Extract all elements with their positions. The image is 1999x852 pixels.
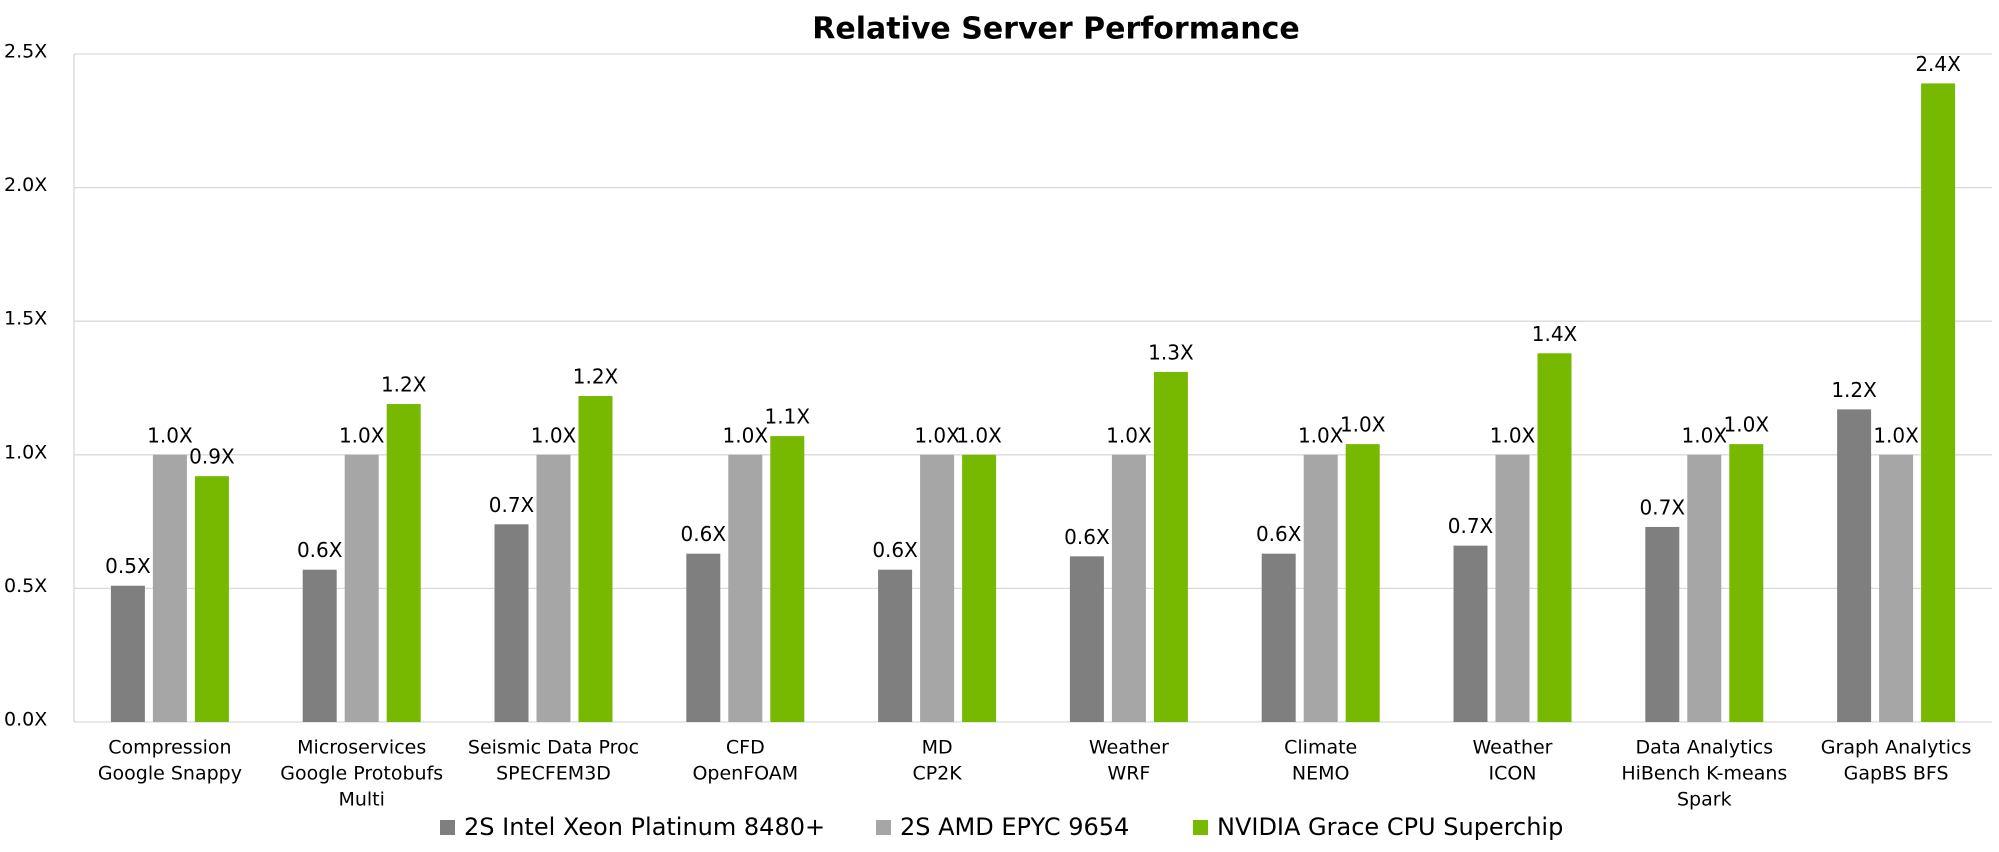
x-tick-label: SPECFEM3D bbox=[496, 763, 611, 785]
bar bbox=[962, 454, 997, 722]
value-label: 1.0X bbox=[1724, 413, 1770, 437]
x-tick-label: CFD bbox=[726, 737, 765, 759]
x-tick-label: WRF bbox=[1107, 763, 1150, 785]
x-tick-label: Data Analytics bbox=[1635, 737, 1773, 759]
bar bbox=[110, 585, 145, 722]
value-label: 1.0X bbox=[1298, 423, 1344, 447]
bar bbox=[1069, 556, 1104, 722]
value-label: 1.0X bbox=[1490, 423, 1536, 447]
legend-swatch bbox=[440, 820, 455, 835]
bar bbox=[1495, 454, 1530, 722]
y-tick-label: 2.5X bbox=[4, 41, 47, 63]
x-tick-label: Weather bbox=[1473, 737, 1553, 759]
bar bbox=[1537, 353, 1572, 722]
bar bbox=[1303, 454, 1338, 722]
bar bbox=[344, 454, 379, 722]
x-tick-label: Spark bbox=[1677, 789, 1732, 811]
value-label: 0.9X bbox=[189, 445, 235, 469]
value-label: 0.6X bbox=[297, 538, 343, 562]
value-label: 1.0X bbox=[1873, 423, 1919, 447]
legend-swatch bbox=[1193, 820, 1208, 835]
x-tick-label: Multi bbox=[338, 789, 384, 811]
value-label: 1.3X bbox=[1148, 340, 1194, 364]
value-label: 0.6X bbox=[1256, 522, 1302, 546]
x-tick-label: Google Protobufs bbox=[280, 763, 443, 785]
value-label: 1.0X bbox=[1106, 423, 1152, 447]
bar bbox=[920, 454, 955, 722]
bar bbox=[1345, 444, 1380, 722]
chart-title: Relative Server Performance bbox=[812, 12, 1299, 47]
value-label: 1.2X bbox=[381, 373, 427, 397]
bar bbox=[1645, 526, 1680, 722]
bar bbox=[1879, 454, 1914, 722]
x-tick-label: Compression bbox=[108, 737, 231, 759]
value-label: 1.2X bbox=[573, 365, 619, 389]
x-tick-label: Weather bbox=[1089, 737, 1169, 759]
value-label: 1.1X bbox=[765, 405, 811, 429]
x-tick-label: ICON bbox=[1488, 763, 1536, 785]
bar bbox=[1111, 454, 1146, 722]
bar bbox=[1453, 545, 1488, 722]
bar bbox=[1687, 454, 1722, 722]
x-tick-label: Climate bbox=[1284, 737, 1357, 759]
value-label: 1.0X bbox=[531, 423, 577, 447]
value-label: 0.6X bbox=[681, 522, 727, 546]
y-tick-label: 0.5X bbox=[4, 575, 47, 597]
legend-swatch bbox=[876, 820, 891, 835]
x-tick-label: NEMO bbox=[1292, 763, 1350, 785]
bar bbox=[1153, 371, 1188, 722]
bar bbox=[152, 454, 187, 722]
value-label: 1.4X bbox=[1532, 322, 1578, 346]
value-label: 0.7X bbox=[1448, 514, 1494, 538]
x-tick-label: HiBench K-means bbox=[1621, 763, 1787, 785]
value-label: 1.0X bbox=[1340, 413, 1386, 437]
bar bbox=[1261, 553, 1296, 722]
y-tick-label: 0.0X bbox=[4, 709, 47, 731]
value-label: 1.0X bbox=[339, 423, 385, 447]
x-tick-label: GapBS BFS bbox=[1844, 763, 1949, 785]
x-tick-label: CP2K bbox=[912, 763, 962, 785]
bar bbox=[878, 569, 913, 722]
bar bbox=[194, 476, 229, 722]
value-label: 1.2X bbox=[1831, 378, 1877, 402]
value-label: 1.0X bbox=[914, 423, 960, 447]
bar bbox=[536, 454, 571, 722]
value-label: 0.6X bbox=[1064, 525, 1110, 549]
y-tick-label: 1.5X bbox=[4, 308, 47, 330]
legend-label: 2S Intel Xeon Platinum 8480+ bbox=[464, 813, 825, 841]
bar bbox=[494, 524, 529, 722]
bar bbox=[770, 436, 805, 722]
x-tick-label: Microservices bbox=[297, 737, 426, 759]
bar bbox=[1921, 83, 1956, 723]
bar bbox=[302, 569, 337, 722]
value-label: 1.0X bbox=[956, 423, 1002, 447]
value-label: 1.0X bbox=[1682, 423, 1728, 447]
value-label: 0.7X bbox=[1640, 495, 1686, 519]
x-tick-label: Google Snappy bbox=[98, 763, 242, 785]
bar bbox=[1837, 409, 1872, 722]
value-label: 1.0X bbox=[723, 423, 769, 447]
legend-label: 2S AMD EPYC 9654 bbox=[900, 813, 1129, 841]
x-tick-label: Graph Analytics bbox=[1821, 737, 1972, 759]
y-tick-label: 2.0X bbox=[4, 174, 47, 196]
bar bbox=[1729, 444, 1764, 722]
bar bbox=[578, 396, 613, 722]
bar bbox=[686, 553, 721, 722]
bar bbox=[728, 454, 763, 722]
x-tick-label: OpenFOAM bbox=[692, 763, 798, 785]
legend-label: NVIDIA Grace CPU Superchip bbox=[1217, 813, 1563, 841]
y-tick-label: 1.0X bbox=[4, 441, 47, 463]
value-label: 0.7X bbox=[489, 493, 535, 517]
x-tick-label: Seismic Data Proc bbox=[468, 737, 639, 759]
value-label: 0.5X bbox=[105, 554, 151, 578]
value-label: 0.6X bbox=[872, 538, 918, 562]
value-label: 2.4X bbox=[1915, 52, 1961, 76]
x-tick-label: MD bbox=[922, 737, 953, 759]
value-label: 1.0X bbox=[147, 423, 193, 447]
bar bbox=[386, 404, 421, 722]
